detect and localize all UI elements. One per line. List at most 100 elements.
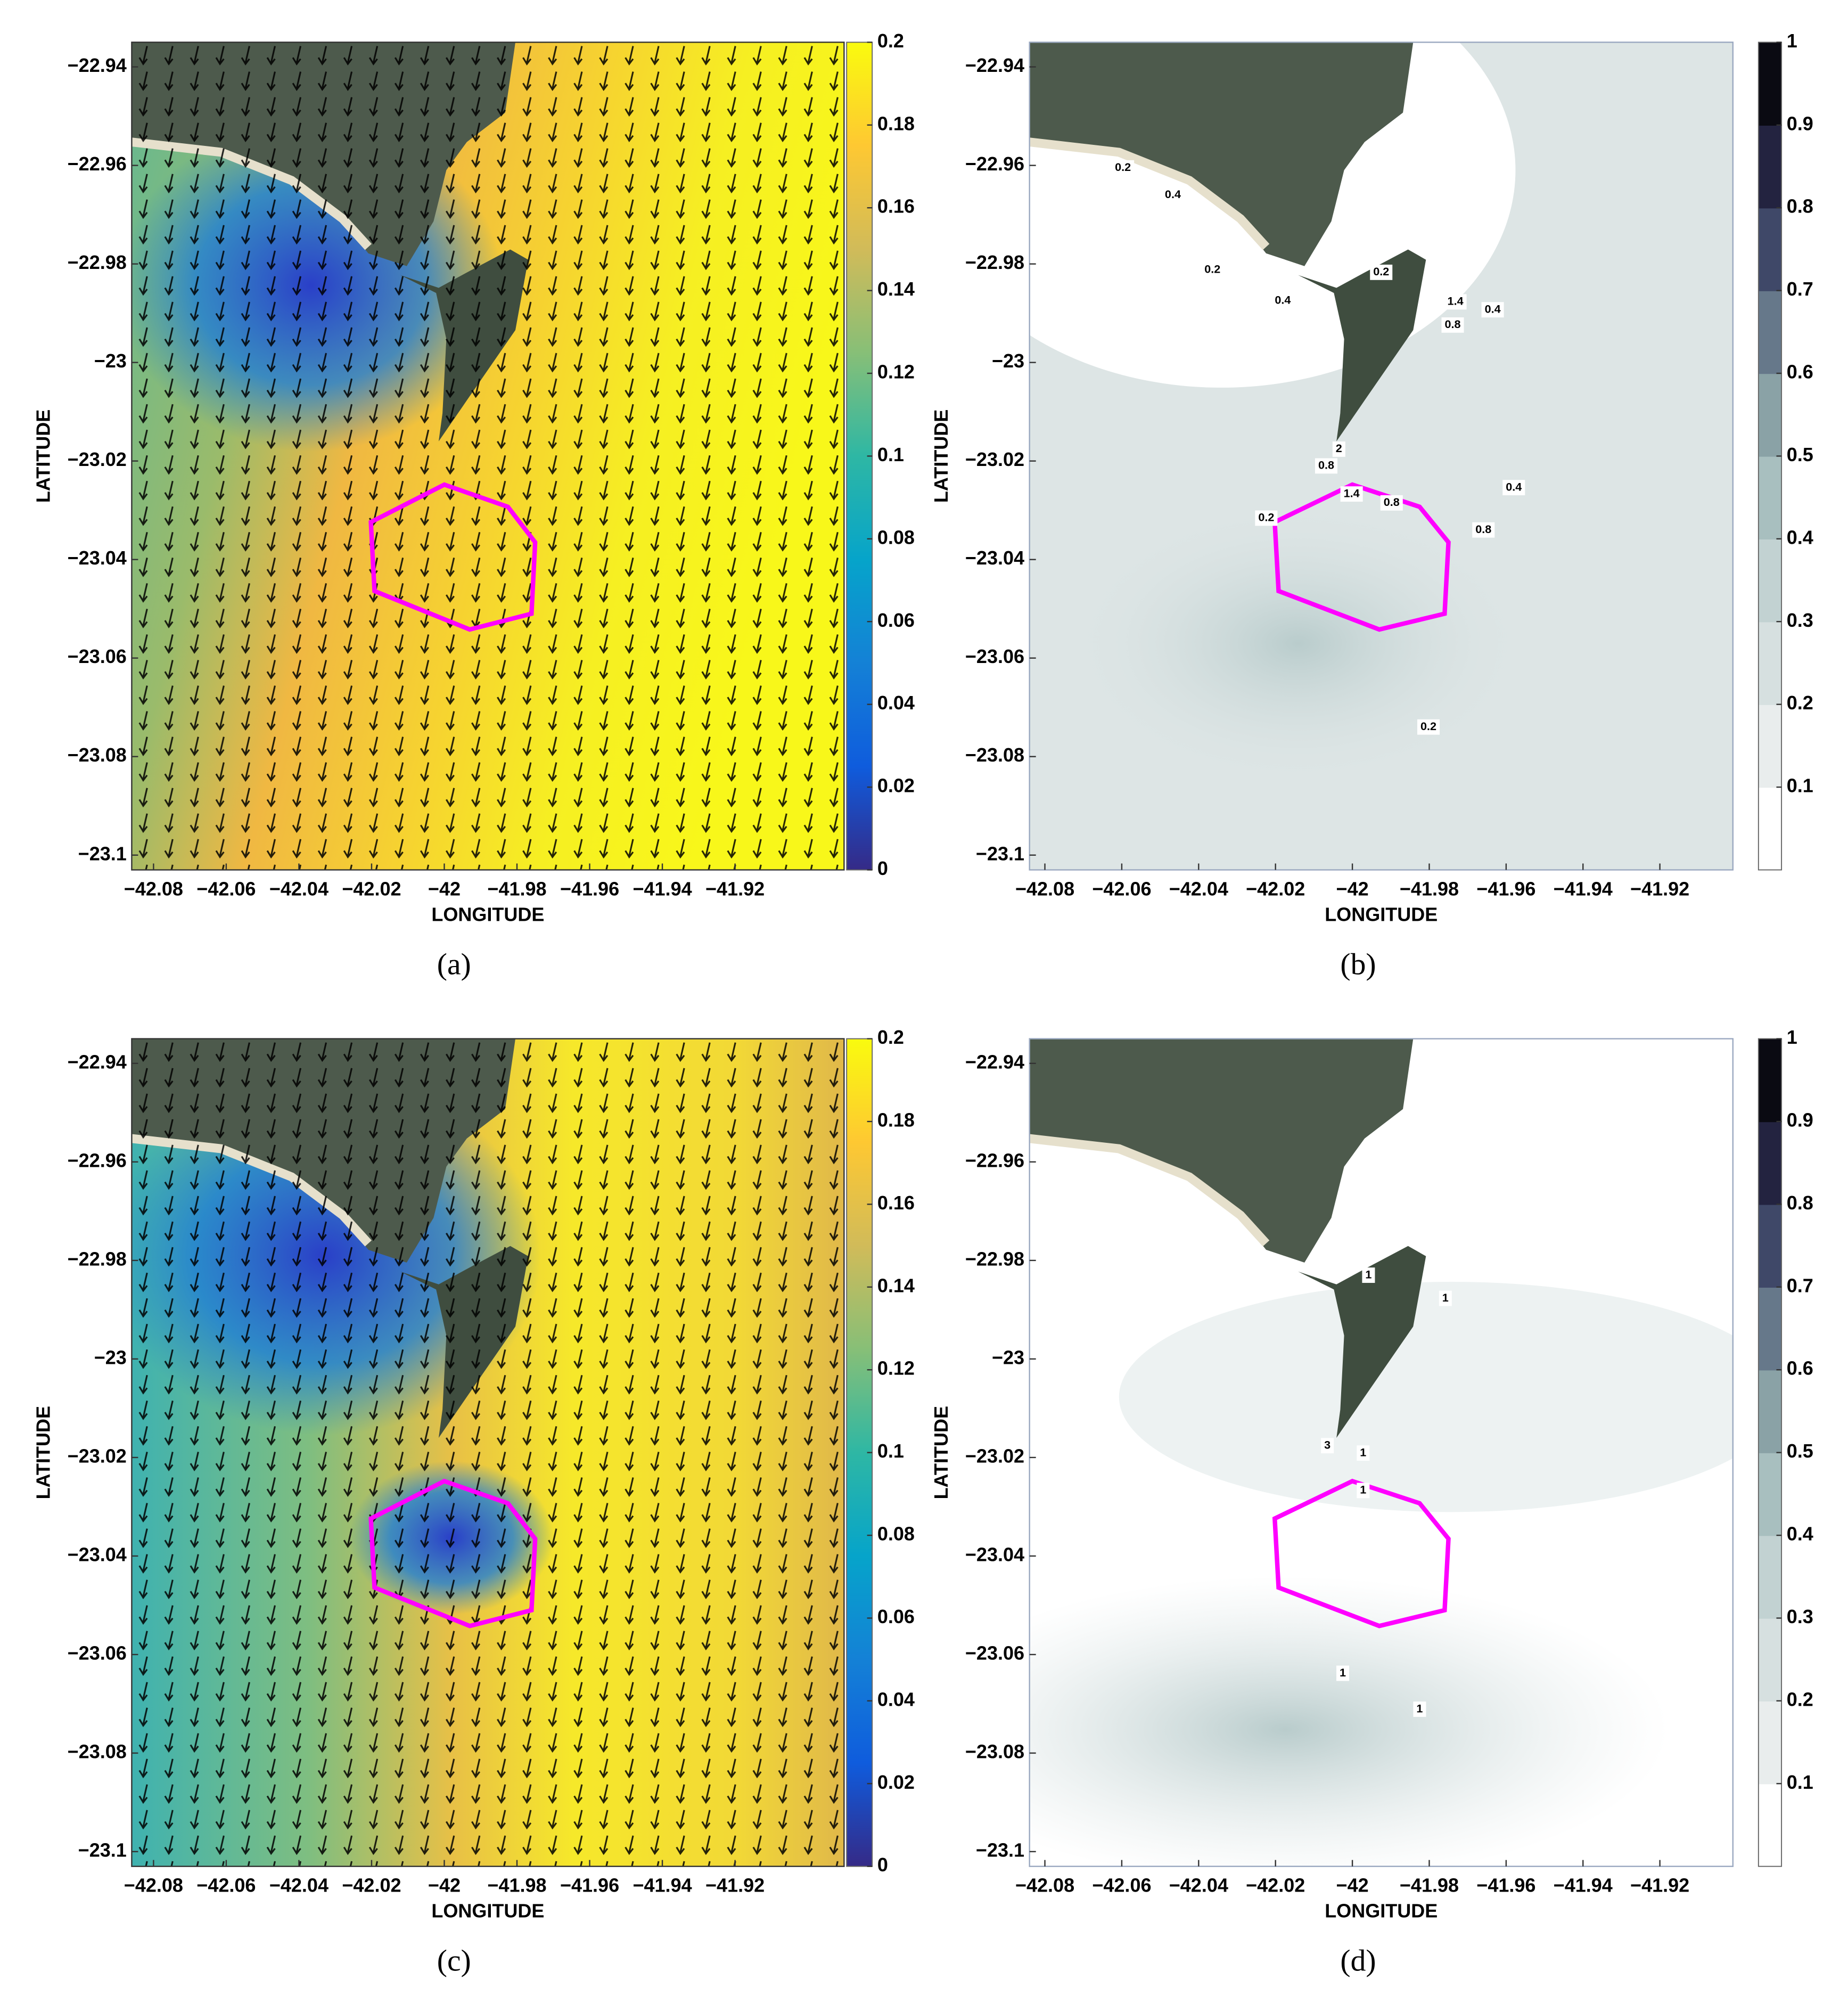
colorbar-band xyxy=(1758,1535,1782,1619)
colorbar-tick-label: 0.5 xyxy=(1787,444,1813,465)
colorbar-tick-label: 0.2 xyxy=(1787,1688,1813,1710)
x-tick-label: −41.96 xyxy=(1476,878,1535,899)
y-tick-label: −23.06 xyxy=(68,1642,127,1664)
contour-label: 3 xyxy=(1324,1438,1330,1451)
contour-label: 1.4 xyxy=(1344,486,1360,500)
y-tick-label: −23.08 xyxy=(68,1740,127,1762)
colorbar-tick-label: 0 xyxy=(877,857,888,879)
x-axis-label: LONGITUDE xyxy=(431,903,544,925)
colorbar-tick-label: 0.1 xyxy=(1787,1771,1813,1793)
contour-label-box xyxy=(1362,1267,1375,1283)
x-tick-label: −42 xyxy=(428,1875,461,1896)
colorbar-tick-label: 0.4 xyxy=(1787,1523,1813,1545)
contour-label: 0.4 xyxy=(1485,302,1501,315)
x-tick-label: −42 xyxy=(1336,878,1369,899)
contour-label: 0.4 xyxy=(1165,187,1181,201)
colorbar-tick-label: 0.4 xyxy=(1787,526,1813,548)
x-tick-label: −42.04 xyxy=(269,878,328,899)
x-tick-label: −42.04 xyxy=(1169,878,1228,899)
colorbar-tick-label: 0.04 xyxy=(877,692,915,714)
y-tick-label: −22.98 xyxy=(965,1248,1024,1270)
plot-frame xyxy=(131,1038,845,1867)
colorbar-band xyxy=(1758,1618,1782,1702)
colorbar-tick-label: 0.3 xyxy=(1787,1606,1813,1627)
colorbar-tick-label: 0.1 xyxy=(877,1440,904,1462)
colorbar-tick-label: 0.7 xyxy=(1787,278,1813,300)
colorbar-band xyxy=(1758,1287,1782,1371)
y-tick-label: −22.98 xyxy=(68,1248,127,1270)
y-tick-label: −22.96 xyxy=(965,1149,1024,1171)
colorbar-tick-label: 0.2 xyxy=(877,1026,904,1048)
x-tick-label: −42.02 xyxy=(1246,1875,1305,1896)
plot-frame xyxy=(1029,42,1734,871)
panel-label: (b) xyxy=(1340,947,1376,981)
colorbar-tick-label: 0.16 xyxy=(877,1192,915,1214)
y-tick-label: −23.06 xyxy=(68,645,127,667)
colorbar-tick-label: 0.14 xyxy=(877,1274,915,1296)
colorbar-tick-label: 0.04 xyxy=(877,1688,915,1710)
contour-label-box xyxy=(1340,486,1363,502)
study-area-polygon xyxy=(368,1478,538,1628)
colorbar-band xyxy=(1758,290,1782,374)
contour-label: 0.2 xyxy=(1373,265,1389,278)
y-tick-label: −23.02 xyxy=(965,448,1024,470)
field-background xyxy=(1029,1576,1669,1867)
y-tick-label: −23.08 xyxy=(68,744,127,766)
colorbar-tick-label: 0.6 xyxy=(1787,361,1813,383)
y-tick-label: −23.02 xyxy=(965,1445,1024,1467)
plot-area xyxy=(132,1039,844,1867)
panel-label: (a) xyxy=(437,947,471,981)
colorbar-tick-label: 0.5 xyxy=(1787,1440,1813,1462)
y-axis-label: LATITUDE xyxy=(32,1406,54,1499)
y-axis-label: LATITUDE xyxy=(930,1406,952,1499)
colorbar-tick-label: 0.18 xyxy=(877,1109,915,1131)
colorbar-tick-label: 0.3 xyxy=(1787,609,1813,631)
colorbar-tick-label: 0.7 xyxy=(1787,1274,1813,1296)
contour-label: 1 xyxy=(1360,1483,1366,1496)
colorbar-tick-label: 0.2 xyxy=(877,30,904,52)
y-tick-label: −23 xyxy=(992,1346,1024,1368)
x-tick-label: −41.94 xyxy=(1554,1875,1613,1896)
contour-label-box xyxy=(1439,1290,1452,1306)
x-tick-label: −41.94 xyxy=(1554,878,1613,899)
x-axis-label: LONGITUDE xyxy=(431,1900,544,1922)
contour-label: 1 xyxy=(1360,1445,1366,1459)
x-tick-label: −41.92 xyxy=(1630,878,1689,899)
x-tick-label: −42.04 xyxy=(1169,1875,1228,1896)
x-tick-label: −41.96 xyxy=(560,878,619,899)
colorbar-band xyxy=(1758,787,1782,871)
colorbar-tick-label: 0.8 xyxy=(1787,1192,1813,1214)
x-tick-label: −41.92 xyxy=(1630,1875,1689,1896)
y-tick-label: −23.08 xyxy=(965,1740,1024,1762)
colorbar-tick-label: 0.08 xyxy=(877,526,915,548)
contour-label-box xyxy=(1321,1438,1334,1454)
colorbar-tick-label: 0 xyxy=(877,1854,888,1876)
y-tick-label: −23 xyxy=(94,350,127,372)
colorbar-tick-label: 0.02 xyxy=(877,1771,915,1793)
x-tick-label: −41.92 xyxy=(705,1875,765,1896)
contour-label: 0.2 xyxy=(1204,262,1220,275)
colorbar-tick-label: 0.9 xyxy=(1787,1109,1813,1131)
colorbar-band xyxy=(1758,373,1782,457)
x-tick-label: −42.02 xyxy=(1246,878,1305,899)
colorbar-tick-label: 0.12 xyxy=(877,361,915,383)
x-tick-label: −41.98 xyxy=(1400,878,1459,899)
x-tick-label: −42.08 xyxy=(1015,1875,1074,1896)
plot-area: 1 1 3 1 1 1 1 xyxy=(1029,1039,1733,1867)
colorbar-tick-label: 0.2 xyxy=(1787,692,1813,714)
y-tick-label: −23.04 xyxy=(68,1543,127,1565)
study-area-polygon xyxy=(368,482,538,632)
y-tick-label: −23 xyxy=(94,1346,127,1368)
x-tick-label: −41.92 xyxy=(705,878,765,899)
contour-label-box xyxy=(1444,294,1467,310)
contour-label-box xyxy=(1315,458,1338,474)
colorbar-band xyxy=(1758,538,1782,623)
y-tick-label: −23 xyxy=(992,350,1024,372)
y-tick-label: −23.1 xyxy=(976,1839,1024,1861)
contour-label: 0.4 xyxy=(1275,293,1291,307)
colorbar-tick-label: 0.8 xyxy=(1787,195,1813,217)
colorbar-tick-label: 0.02 xyxy=(877,775,915,797)
x-tick-label: −41.94 xyxy=(633,1875,692,1896)
contour-label: 0.2 xyxy=(1115,160,1131,174)
